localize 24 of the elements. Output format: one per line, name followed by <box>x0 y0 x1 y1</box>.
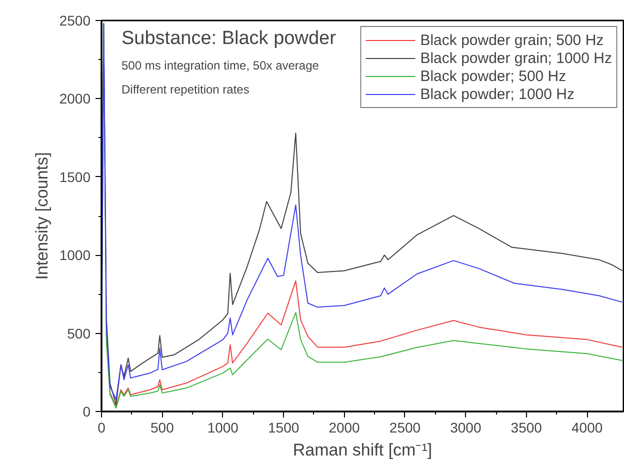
y-axis-title: Intensity [counts] <box>32 152 52 280</box>
x-tick-label: 1000 <box>207 420 239 436</box>
legend-label: Black powder grain; 500 Hz <box>420 31 604 49</box>
legend-label: Black powder grain; 1000 Hz <box>420 49 612 67</box>
x-tick-label: 1500 <box>268 420 300 436</box>
legend-label: Black powder; 500 Hz <box>420 67 566 85</box>
x-tick-label: 0 <box>98 420 106 436</box>
x-tick-label: 4000 <box>572 420 603 436</box>
y-tick-label: 2000 <box>59 90 91 107</box>
annotation: Different repetition rates <box>122 82 250 96</box>
annotation: 500 ms integration time, 50x average <box>122 58 320 72</box>
x-tick-label: 2000 <box>328 420 360 436</box>
y-tick-label: 1000 <box>59 247 91 264</box>
x-tick-label: 3000 <box>450 420 482 436</box>
y-tick-label: 2500 <box>59 12 91 28</box>
x-axis-title: Raman shift [cm⁻¹] <box>292 440 432 460</box>
x-tick-label: 500 <box>150 420 174 436</box>
x-tick-label: 2500 <box>389 420 421 436</box>
y-tick-label: 1500 <box>59 168 91 185</box>
y-tick-label: 500 <box>67 325 91 342</box>
chart-title: Substance: Black powder <box>122 28 337 49</box>
y-tick-label: 0 <box>82 404 91 420</box>
legend-label: Black powder; 1000 Hz <box>420 85 574 103</box>
x-tick-label: 3500 <box>510 420 542 436</box>
